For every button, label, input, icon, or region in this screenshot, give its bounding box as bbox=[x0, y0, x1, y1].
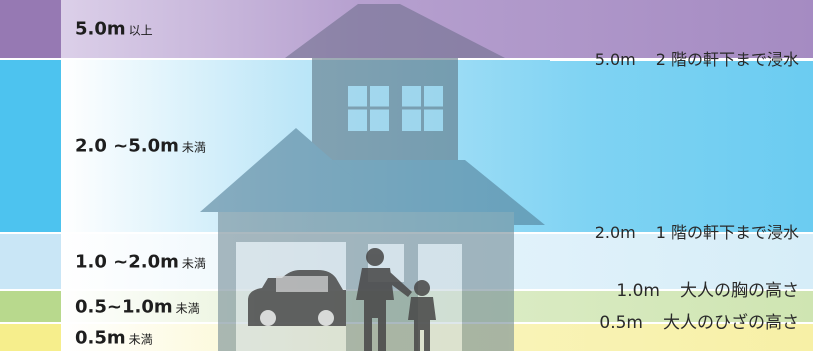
depth-marker-5m: 5.0m 2 階の軒下まで浸水 bbox=[595, 51, 799, 69]
band-color-swatch bbox=[0, 60, 61, 232]
adult-figure-icon bbox=[356, 248, 412, 351]
band-unit: 未満 bbox=[181, 256, 206, 270]
marker-text: 1 階の軒下まで浸水 bbox=[655, 223, 799, 242]
band-unit: 未満 bbox=[128, 332, 153, 346]
gable-roof-shape bbox=[200, 128, 392, 212]
band-label: 5.0m 以上 bbox=[75, 19, 153, 40]
band-value: 0.5m bbox=[75, 327, 126, 348]
band-label: 1.0 ~2.0m 未満 bbox=[75, 251, 206, 272]
band-unit: 未満 bbox=[181, 140, 206, 155]
band-value: 2.0 ~5.0m bbox=[75, 135, 179, 157]
band-unit: 以上 bbox=[128, 23, 153, 38]
band-label: 0.5m 未満 bbox=[75, 327, 153, 348]
water-level-line-2m bbox=[550, 232, 813, 234]
marker-text: 2 階の軒下まで浸水 bbox=[655, 50, 799, 69]
water-level-line-1m bbox=[550, 289, 813, 291]
marker-height: 2.0m bbox=[594, 223, 636, 242]
depth-marker-0-5m: 0.5m 大人のひざの高さ bbox=[599, 314, 799, 332]
band-label: 0.5~1.0m 未満 bbox=[75, 296, 200, 317]
band-color-swatch bbox=[0, 234, 61, 289]
band-color-swatch bbox=[0, 291, 61, 322]
depth-marker-2m: 2.0m 1 階の軒下まで浸水 bbox=[595, 224, 799, 242]
band-color-swatch bbox=[0, 0, 61, 58]
marker-height: 1.0m bbox=[616, 281, 660, 301]
band-label: 2.0 ~5.0m 未満 bbox=[75, 136, 206, 157]
car-icon bbox=[248, 270, 346, 326]
marker-height: 0.5m bbox=[599, 313, 643, 333]
upper-roof-shape bbox=[285, 4, 505, 58]
marker-height: 5.0m bbox=[594, 50, 636, 69]
band-value: 0.5~1.0m bbox=[75, 296, 173, 317]
child-figure-icon bbox=[408, 280, 436, 351]
band-unit: 未満 bbox=[175, 301, 200, 315]
band-value: 1.0 ~2.0m bbox=[75, 251, 179, 272]
depth-marker-1m: 1.0m 大人の胸の高さ bbox=[616, 282, 799, 300]
band-value: 5.0m bbox=[75, 18, 126, 40]
marker-text: 大人の胸の高さ bbox=[680, 281, 799, 301]
marker-text: 大人のひざの高さ bbox=[663, 313, 799, 333]
band-color-swatch bbox=[0, 324, 61, 351]
water-level-line-0-5m bbox=[550, 322, 813, 324]
water-level-line-5m bbox=[550, 59, 813, 61]
